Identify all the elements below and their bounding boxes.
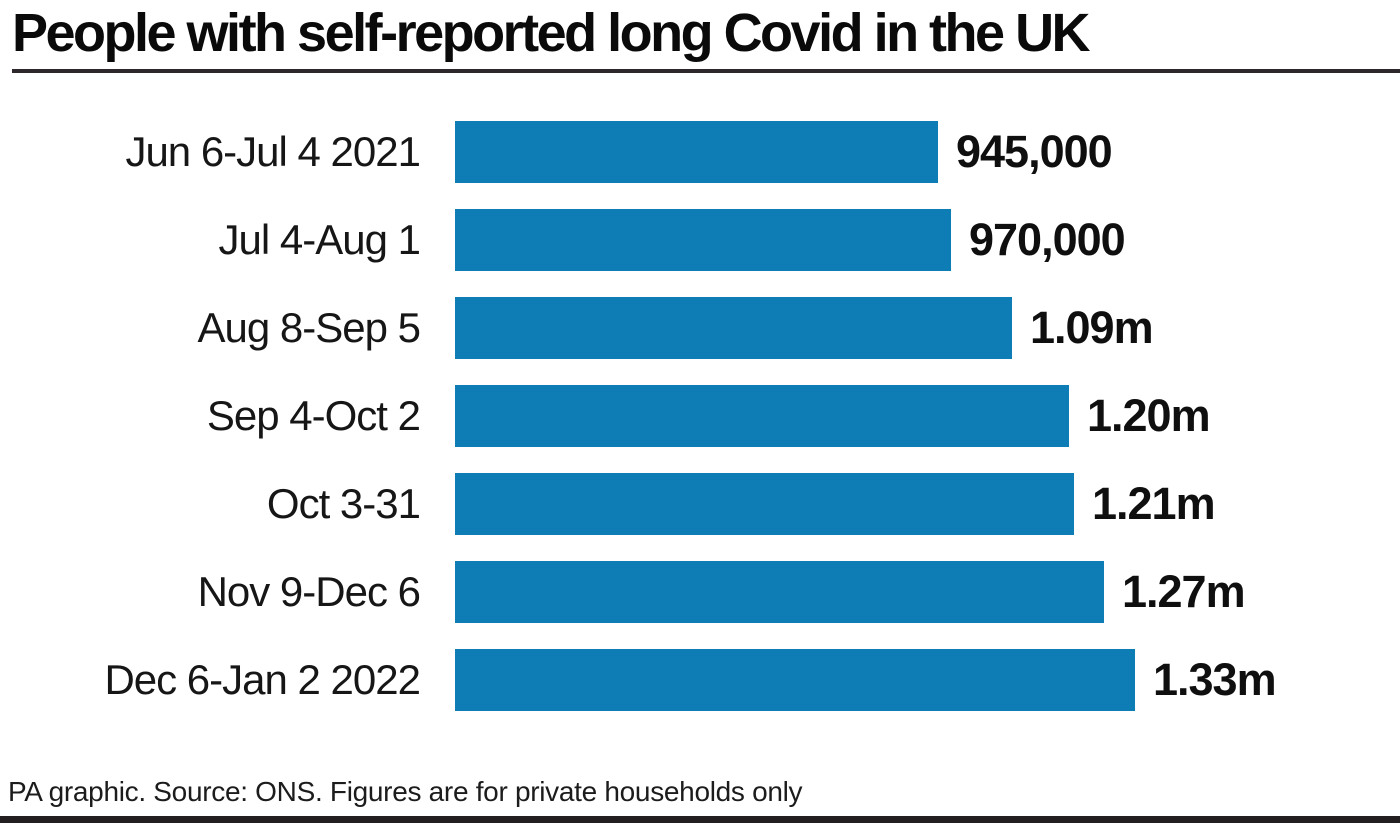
bar — [455, 473, 1074, 536]
bar — [455, 385, 1069, 448]
bar-track: 1.21m — [455, 473, 1400, 536]
bar-track: 1.33m — [455, 649, 1400, 712]
chart-row: Oct 3-31 1.21m — [0, 473, 1400, 536]
category-label: Aug 8-Sep 5 — [197, 304, 421, 352]
bar — [455, 561, 1104, 624]
category-label: Nov 9-Dec 6 — [197, 568, 421, 616]
bar-track: 1.27m — [455, 561, 1400, 624]
category-label: Jul 4-Aug 1 — [218, 216, 421, 264]
value-label: 1.27m — [1122, 566, 1246, 618]
bar-chart: Jun 6-Jul 4 2021 945,000 Jul 4-Aug 1 970… — [0, 121, 1400, 712]
chart-row: Sep 4-Oct 2 1.20m — [0, 385, 1400, 448]
category-label: Sep 4-Oct 2 — [206, 392, 421, 440]
value-label: 1.09m — [1030, 302, 1154, 354]
bar-track: 970,000 — [455, 209, 1400, 272]
value-label: 1.21m — [1092, 478, 1216, 530]
bar — [455, 649, 1135, 712]
chart-row: Aug 8-Sep 5 1.09m — [0, 297, 1400, 360]
page-title: People with self-reported long Covid in … — [12, 3, 1091, 63]
bar — [455, 297, 1012, 360]
value-label: 945,000 — [956, 126, 1113, 178]
category-label: Jun 6-Jul 4 2021 — [125, 128, 421, 176]
value-label: 1.33m — [1153, 654, 1277, 706]
chart-row: Jun 6-Jul 4 2021 945,000 — [0, 121, 1400, 184]
value-label: 1.20m — [1087, 390, 1211, 442]
source-note: PA graphic. Source: ONS. Figures are for… — [8, 776, 803, 807]
chart-row: Jul 4-Aug 1 970,000 — [0, 209, 1400, 272]
value-label: 970,000 — [969, 214, 1126, 266]
title-rule-divider — [12, 69, 1400, 74]
bar — [455, 209, 951, 272]
bar — [455, 121, 938, 184]
category-label: Dec 6-Jan 2 2022 — [104, 656, 421, 704]
bar-track: 1.20m — [455, 385, 1400, 448]
header: People with self-reported long Covid in … — [0, 0, 1400, 74]
bottom-rule-bar — [0, 816, 1400, 823]
bar-track: 1.09m — [455, 297, 1400, 360]
chart-row: Nov 9-Dec 6 1.27m — [0, 561, 1400, 624]
category-label: Oct 3-31 — [266, 480, 421, 528]
bar-track: 945,000 — [455, 121, 1400, 184]
chart-row: Dec 6-Jan 2 2022 1.33m — [0, 649, 1400, 712]
